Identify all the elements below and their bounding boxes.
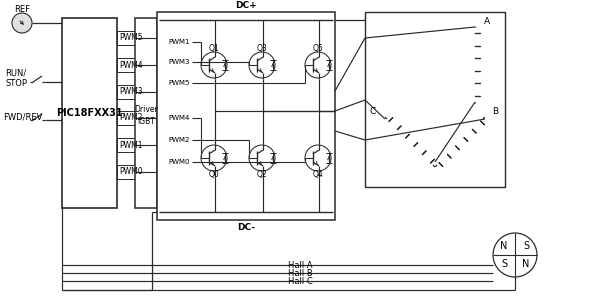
Text: FWD/REV: FWD/REV bbox=[3, 112, 43, 121]
Text: Hall B: Hall B bbox=[287, 269, 313, 278]
Text: Q5: Q5 bbox=[313, 44, 323, 54]
Text: PWM5: PWM5 bbox=[119, 34, 143, 43]
Text: PWM5: PWM5 bbox=[169, 80, 190, 86]
Circle shape bbox=[12, 13, 32, 33]
Text: DC-: DC- bbox=[237, 222, 255, 232]
Text: RUN/: RUN/ bbox=[5, 68, 26, 78]
Text: N: N bbox=[500, 241, 508, 251]
Text: PWM3: PWM3 bbox=[168, 59, 190, 65]
Text: Q2: Q2 bbox=[257, 169, 268, 179]
Bar bbox=[117, 31, 145, 45]
Text: REF: REF bbox=[14, 6, 30, 14]
Circle shape bbox=[305, 52, 331, 78]
Circle shape bbox=[201, 52, 227, 78]
Text: C: C bbox=[370, 107, 376, 116]
Circle shape bbox=[305, 145, 331, 171]
Circle shape bbox=[201, 145, 227, 171]
Text: Q4: Q4 bbox=[313, 169, 323, 179]
Text: DC+: DC+ bbox=[235, 2, 257, 10]
Text: S: S bbox=[523, 241, 529, 251]
Text: STOP: STOP bbox=[5, 79, 27, 87]
Text: N: N bbox=[523, 259, 530, 269]
Text: PWM1: PWM1 bbox=[119, 140, 143, 149]
Bar bbox=[135, 18, 157, 208]
Text: Q0: Q0 bbox=[209, 169, 220, 179]
Text: PWM2: PWM2 bbox=[169, 137, 190, 143]
Bar bbox=[117, 58, 145, 72]
Bar bbox=[117, 111, 145, 125]
Text: PIC18FXX31: PIC18FXX31 bbox=[56, 108, 123, 118]
Text: PWM2: PWM2 bbox=[119, 114, 143, 123]
Text: PWM0: PWM0 bbox=[168, 159, 190, 165]
Text: IGBT: IGBT bbox=[137, 116, 155, 125]
Text: PWM4: PWM4 bbox=[169, 115, 190, 121]
Bar bbox=[117, 85, 145, 99]
Text: Q3: Q3 bbox=[257, 44, 268, 54]
Text: PWM3: PWM3 bbox=[119, 87, 143, 96]
Text: PWM0: PWM0 bbox=[119, 168, 143, 176]
Text: B: B bbox=[492, 107, 498, 116]
Text: Hall A: Hall A bbox=[287, 261, 313, 270]
Text: A: A bbox=[484, 18, 490, 26]
Text: S: S bbox=[501, 259, 507, 269]
Bar bbox=[117, 165, 145, 179]
Bar bbox=[117, 138, 145, 152]
Bar bbox=[62, 18, 117, 208]
Circle shape bbox=[249, 145, 275, 171]
Text: Q1: Q1 bbox=[209, 44, 220, 54]
Bar bbox=[157, 12, 335, 220]
Text: PWM1: PWM1 bbox=[168, 39, 190, 45]
Text: Driver: Driver bbox=[134, 104, 158, 114]
Bar bbox=[365, 12, 505, 187]
Text: Hall C: Hall C bbox=[287, 277, 313, 286]
Circle shape bbox=[249, 52, 275, 78]
Circle shape bbox=[493, 233, 537, 277]
Text: PWM4: PWM4 bbox=[119, 60, 143, 70]
